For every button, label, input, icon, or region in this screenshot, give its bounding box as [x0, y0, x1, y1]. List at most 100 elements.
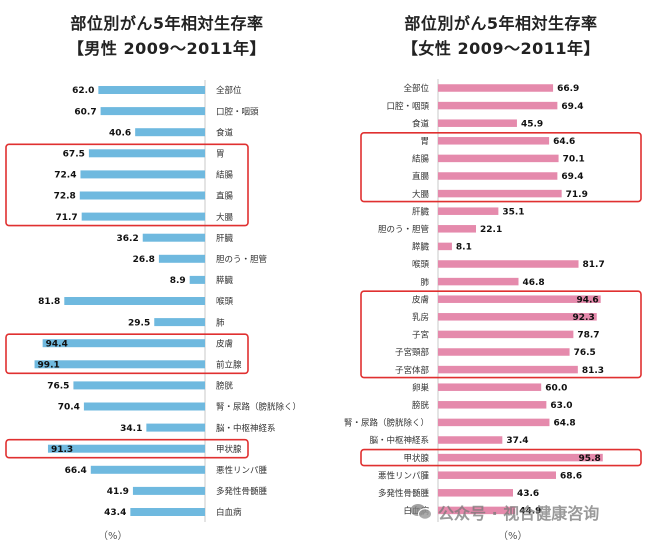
female-category-label: 胃 [420, 137, 429, 147]
female-value-label: 35.1 [502, 207, 524, 217]
female-bar [438, 436, 503, 444]
male-category-label: 膵臓 [216, 275, 234, 286]
female-highlight-box [360, 290, 642, 379]
male-category-label: 大腸 [216, 212, 234, 223]
watermark-text: 公众号 · 视合健康咨询 [438, 504, 600, 523]
female-bar [438, 348, 570, 356]
female-bar [438, 207, 499, 215]
male-bar [142, 233, 205, 242]
female-bar [438, 365, 578, 374]
female-category-label: 胆のう・胆管 [378, 224, 429, 235]
female-category-label: 食道 [412, 118, 430, 129]
female-category-label: 悪性リンパ腫 [378, 470, 430, 481]
female-value-label: 71.9 [566, 190, 588, 200]
male-category-label: 多発性骨髄腫 [216, 486, 268, 497]
male-value-label: 36.2 [117, 234, 139, 244]
male-category-label: 肺 [216, 318, 225, 328]
female-bar [438, 489, 513, 497]
female-value-label: 64.8 [553, 419, 575, 429]
male-value-label: 43.4 [104, 508, 126, 518]
female-bar [438, 84, 554, 92]
male-value-label: 76.5 [47, 382, 69, 392]
male-value-label: 72.4 [54, 171, 76, 181]
male-value-label: 29.5 [128, 318, 150, 328]
male-bar [90, 465, 205, 474]
male-category-label: 肝臓 [216, 233, 234, 244]
female-bar [438, 225, 477, 233]
male-category-label: 直腸 [216, 191, 234, 202]
male-bar-chart: 62.0 全部位 60.7 口腔・咽頭 40.6 食道 67.5 胃 72.4 結腸 72.8 直腸 7… [5, 80, 301, 522]
female-category-label: 喉頭 [412, 259, 430, 270]
female-bar [438, 260, 579, 268]
female-x-unit: （%） [498, 531, 528, 542]
male-value-label: 8.9 [170, 276, 186, 286]
female-category-label: 大腸 [412, 189, 430, 200]
female-bar [438, 401, 547, 409]
male-value-label: 40.6 [109, 128, 131, 138]
male-category-label: 全部位 [216, 85, 242, 96]
watermark: 公众号 · 视合健康咨询 [410, 500, 599, 524]
female-category-label: 乳房 [412, 312, 429, 323]
male-category-label: 脳・中枢神経系 [216, 423, 276, 434]
male-bar [146, 423, 205, 432]
female-value-label: 76.5 [574, 348, 596, 358]
female-bar [438, 242, 452, 251]
male-value-label: 62.0 [72, 86, 94, 96]
female-value-label: 95.8 [579, 454, 601, 464]
female-value-label: 43.6 [517, 489, 539, 499]
female-bar [438, 313, 597, 321]
male-value-label: 81.8 [38, 297, 60, 307]
female-bar [438, 189, 562, 198]
female-bar [438, 137, 550, 145]
female-value-label: 46.8 [522, 278, 544, 288]
female-chart-panel: 部位別がん5年相対生存率 【女性 2009〜2011年】 66.9 全部位 69.4… [334, 0, 668, 556]
female-category-label: 子宮体部 [395, 365, 430, 376]
female-category-label: 子宮 [412, 330, 429, 341]
male-highlight-box [5, 438, 249, 459]
female-category-label: 膵臓 [412, 242, 430, 253]
female-category-label: 腎・尿路（膀胱除く） [344, 418, 429, 429]
male-bar [42, 339, 205, 348]
male-bar [34, 360, 205, 369]
male-category-label: 甲状腺 [216, 444, 242, 455]
female-bar [438, 330, 574, 339]
male-bar [100, 107, 205, 116]
female-bar [438, 295, 601, 303]
female-value-label: 64.6 [553, 137, 575, 147]
male-chart-subtitle: 【男性 2009〜2011年】 [67, 39, 267, 58]
female-value-label: 63.0 [550, 401, 572, 411]
male-bar [132, 486, 205, 495]
male-bar [98, 86, 205, 94]
male-bar [130, 508, 205, 516]
male-highlight-box [5, 143, 249, 227]
male-value-label: 91.3 [51, 445, 73, 455]
male-bar [83, 402, 205, 411]
male-bar [81, 212, 205, 221]
male-bar [88, 149, 205, 158]
female-bar [438, 418, 550, 427]
female-bar [438, 277, 519, 286]
male-category-label: 悪性リンパ腫 [216, 465, 268, 476]
female-category-label: 口腔・咽頭 [386, 101, 429, 112]
male-bar [47, 444, 205, 453]
male-value-label: 26.8 [133, 255, 155, 265]
female-category-label: 多発性骨髄腫 [378, 488, 430, 499]
female-value-label: 94.6 [576, 295, 598, 305]
male-category-label: 腎・尿路（膀胱除く） [216, 402, 301, 413]
female-value-label: 69.4 [561, 172, 583, 182]
female-category-label: 卵巣 [412, 382, 430, 393]
male-value-label: 66.4 [65, 466, 87, 476]
female-category-label: 甲状腺 [403, 453, 429, 464]
male-category-label: 喉頭 [216, 296, 234, 307]
female-value-label: 22.1 [480, 225, 502, 235]
female-category-label: 結腸 [412, 154, 430, 165]
male-chart-title: 部位別がん5年相対生存率 [70, 14, 264, 33]
female-value-label: 60.0 [545, 383, 567, 393]
female-value-label: 44.9 [519, 507, 541, 517]
male-category-label: 膀胱 [216, 381, 234, 392]
male-value-label: 94.4 [46, 339, 68, 349]
male-bar [73, 381, 205, 390]
male-value-label: 72.8 [54, 192, 76, 202]
female-chart-subtitle: 【女性 2009〜2011年】 [401, 39, 601, 58]
female-value-label: 8.1 [456, 243, 472, 253]
